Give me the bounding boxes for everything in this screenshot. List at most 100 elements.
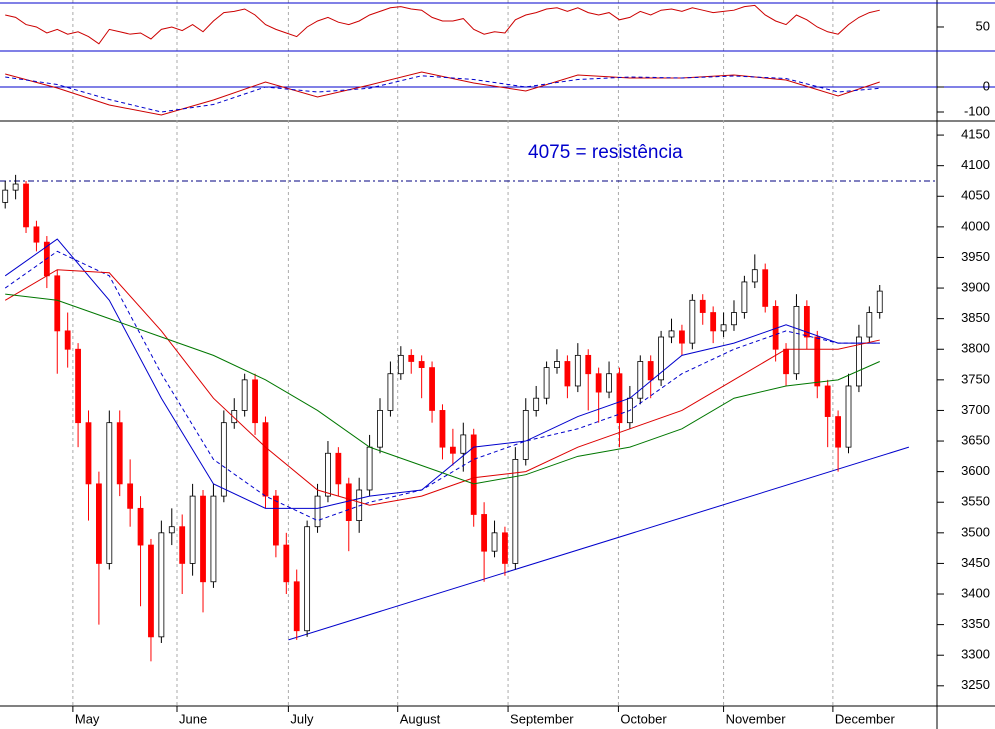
y-tick-label: 4100 xyxy=(961,157,990,172)
candle-body xyxy=(741,281,748,313)
y-tick-label: 50 xyxy=(976,18,990,33)
candle-body xyxy=(554,361,560,369)
candle-body xyxy=(210,495,217,583)
candle-body xyxy=(106,422,113,564)
x-tick-label: December xyxy=(835,711,896,726)
candle-body xyxy=(751,269,758,283)
candle-body xyxy=(439,410,446,448)
candle-body xyxy=(824,385,831,417)
candle-body xyxy=(856,336,862,387)
x-tick-label: August xyxy=(400,711,441,726)
candle-body xyxy=(574,354,581,387)
candle-body xyxy=(679,330,685,344)
candle-body xyxy=(658,336,665,381)
candle-body xyxy=(606,373,612,393)
y-tick-label: 3850 xyxy=(961,310,990,325)
indicator-line xyxy=(5,293,880,485)
x-tick-label: November xyxy=(726,711,787,726)
candle-body xyxy=(179,526,186,564)
candle-body xyxy=(75,348,81,424)
x-tick-label: May xyxy=(75,711,100,726)
candle-body xyxy=(168,526,175,534)
candle-body xyxy=(116,422,123,485)
candle-body xyxy=(522,410,529,460)
candle-body xyxy=(845,385,852,448)
indicator-line xyxy=(4,250,880,522)
candle-body xyxy=(189,495,196,564)
y-tick-label: 4050 xyxy=(961,188,990,203)
candle-body xyxy=(158,532,165,638)
candle-body xyxy=(616,373,623,424)
y-tick-label: 3500 xyxy=(961,524,990,539)
candle-body xyxy=(408,354,415,362)
y-tick-label: 0 xyxy=(983,78,990,93)
candle-body xyxy=(876,290,883,313)
candle-body xyxy=(595,373,602,393)
candle-body xyxy=(783,348,789,375)
candle-body xyxy=(231,410,238,424)
candle-body xyxy=(335,452,342,485)
candle-body xyxy=(23,183,29,228)
candle-body xyxy=(377,410,383,448)
candle-body xyxy=(564,361,571,387)
candle-body xyxy=(699,299,706,313)
y-tick-label: -100 xyxy=(964,103,990,118)
y-tick-label: 3600 xyxy=(961,463,990,478)
annotation: 4075 = resistência xyxy=(528,142,683,163)
candle-body xyxy=(54,275,61,332)
candle-body xyxy=(429,367,435,411)
candle-body xyxy=(397,354,404,375)
y-tick-label: 3950 xyxy=(961,249,990,264)
candle-body xyxy=(85,422,92,485)
candle-body xyxy=(481,514,488,552)
candle-body xyxy=(637,361,644,399)
candle-body xyxy=(283,544,290,583)
candle-body xyxy=(866,312,873,338)
candle-body xyxy=(96,483,102,564)
x-tick-label: September xyxy=(510,711,574,726)
x-tick-label: July xyxy=(290,711,314,726)
y-tick-label: 3800 xyxy=(961,341,990,356)
y-tick-label: 3300 xyxy=(961,647,990,662)
indicator-line xyxy=(5,4,880,45)
candle-body xyxy=(325,452,331,497)
candle-body xyxy=(137,507,144,546)
trend-line xyxy=(288,446,910,641)
candle-body xyxy=(689,299,696,344)
candle-body xyxy=(585,354,592,375)
y-tick-label: 3450 xyxy=(961,555,990,570)
candle-body xyxy=(731,312,737,326)
candle-body xyxy=(366,446,373,491)
candle-body xyxy=(710,312,717,332)
y-tick-label: 3350 xyxy=(961,616,990,631)
y-tick-label: 3700 xyxy=(961,402,990,417)
y-tick-label: 4000 xyxy=(961,218,990,233)
candle-body xyxy=(835,416,841,448)
candle-body xyxy=(814,336,821,387)
candle-body xyxy=(762,269,769,307)
candle-body xyxy=(148,544,154,638)
y-tick-label: 3900 xyxy=(961,279,990,294)
candle-body xyxy=(491,532,498,552)
candle-body xyxy=(12,183,19,191)
candle-body xyxy=(2,189,9,203)
candle-body xyxy=(647,361,654,381)
candle-body xyxy=(304,526,311,632)
candle-body xyxy=(200,495,206,583)
candle-body xyxy=(668,330,675,338)
candle-body xyxy=(449,446,456,454)
candle-body xyxy=(345,483,352,521)
x-tick-label: October xyxy=(620,711,667,726)
y-tick-label: 3750 xyxy=(961,371,990,386)
candle-body xyxy=(272,495,279,546)
candle-body xyxy=(293,581,300,632)
y-tick-label: 3250 xyxy=(961,677,990,692)
candle-body xyxy=(33,226,40,243)
y-tick-label: 3550 xyxy=(961,494,990,509)
candle-body xyxy=(470,434,477,515)
y-tick-label: 3400 xyxy=(961,585,990,600)
candle-body xyxy=(127,483,134,509)
indicator-line xyxy=(5,75,880,113)
